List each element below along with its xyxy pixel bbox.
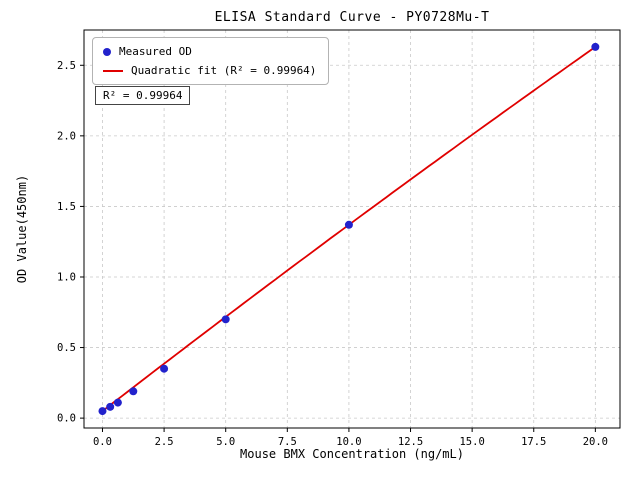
svg-text:0.0: 0.0 <box>57 413 76 425</box>
svg-text:0.5: 0.5 <box>57 342 76 354</box>
legend-label-quadratic-fit: Quadratic fit (R² = 0.99964) <box>131 64 317 77</box>
legend-label-measured-od: Measured OD <box>119 45 192 58</box>
svg-text:20.0: 20.0 <box>583 436 608 448</box>
svg-text:10.0: 10.0 <box>336 436 361 448</box>
legend: Measured OD Quadratic fit (R² = 0.99964) <box>92 37 330 85</box>
svg-text:12.5: 12.5 <box>398 436 423 448</box>
r-squared-annotation: R² = 0.99964 <box>95 86 191 105</box>
x-axis-label: Mouse BMX Concentration (ng/mL) <box>240 447 464 461</box>
svg-text:17.5: 17.5 <box>521 436 546 448</box>
svg-text:5.0: 5.0 <box>216 436 235 448</box>
svg-text:2.5: 2.5 <box>57 60 76 72</box>
svg-text:1.5: 1.5 <box>57 201 76 213</box>
legend-item-measured-od: Measured OD <box>103 45 316 58</box>
svg-text:2.0: 2.0 <box>57 130 76 142</box>
y-axis-label: OD Value(450nm) <box>15 174 29 284</box>
scatter-point-marker-icon <box>103 47 111 56</box>
svg-text:0.0: 0.0 <box>93 436 112 448</box>
svg-text:2.5: 2.5 <box>155 436 174 448</box>
fit-line-marker-icon <box>103 69 123 72</box>
svg-text:7.5: 7.5 <box>278 436 297 448</box>
legend-item-quadratic-fit: Quadratic fit (R² = 0.99964) <box>103 64 316 77</box>
svg-text:1.0: 1.0 <box>57 271 76 283</box>
chart-title: ELISA Standard Curve - PY0728Mu-T <box>214 10 490 25</box>
svg-text:15.0: 15.0 <box>459 436 484 448</box>
